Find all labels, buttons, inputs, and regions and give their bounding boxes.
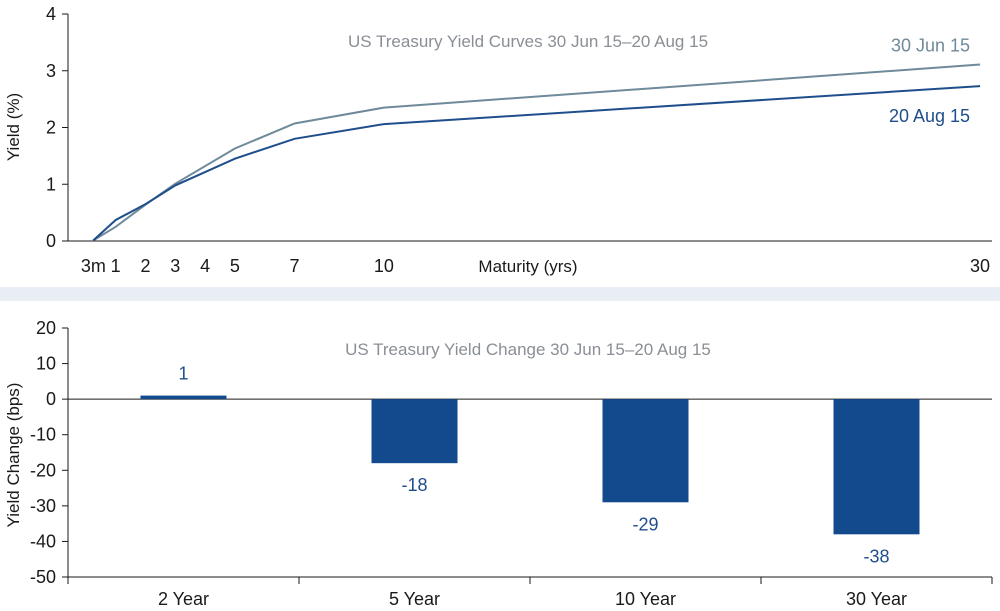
maturity-tick-label: 30 bbox=[970, 256, 990, 276]
maturity-tick-label: 1 bbox=[111, 256, 121, 276]
yield-change-tick-label: -50 bbox=[30, 567, 56, 587]
yield-change-axis-title: Yield Change (bps) bbox=[4, 383, 23, 528]
yield-change-tick-label: 20 bbox=[36, 318, 56, 338]
yield-change-tick-label: -30 bbox=[30, 496, 56, 516]
maturity-tick-label: 7 bbox=[290, 256, 300, 276]
category-label: 30 Year bbox=[846, 589, 907, 609]
yield-change-tick-label: -40 bbox=[30, 531, 56, 551]
category-label: 2 Year bbox=[158, 589, 209, 609]
yield-change-bar bbox=[140, 395, 227, 400]
maturity-tick-label: 10 bbox=[374, 256, 394, 276]
maturity-tick-label: 3m bbox=[81, 256, 106, 276]
yield-change-bar bbox=[602, 399, 689, 503]
yield-change-tick-label: -10 bbox=[30, 425, 56, 445]
yield-change-tick-label: 0 bbox=[46, 389, 56, 409]
category-label: 5 Year bbox=[389, 589, 440, 609]
yield-change-tick-label: 10 bbox=[36, 354, 56, 374]
yield-change-chart: US Treasury Yield Change 30 Jun 15–20 Au… bbox=[4, 318, 993, 609]
maturity-tick-label: 5 bbox=[230, 256, 240, 276]
yield-change-title: US Treasury Yield Change 30 Jun 15–20 Au… bbox=[345, 340, 711, 359]
bar-value-label: -38 bbox=[863, 546, 889, 566]
maturity-tick-label: 2 bbox=[140, 256, 150, 276]
yield-tick-label: 3 bbox=[46, 61, 56, 81]
bar-value-label: -29 bbox=[632, 514, 658, 534]
yield-change-tick-label: -20 bbox=[30, 460, 56, 480]
panel-divider bbox=[0, 287, 1000, 301]
yield-axis-title: Yield (%) bbox=[4, 93, 23, 161]
yield-tick-label: 2 bbox=[46, 118, 56, 138]
yield-curve-20-aug-line bbox=[92, 85, 981, 242]
category-label: 10 Year bbox=[615, 589, 676, 609]
yield-tick-label: 4 bbox=[46, 4, 56, 24]
bar-value-label: 1 bbox=[178, 364, 188, 384]
maturity-tick-label: 3 bbox=[170, 256, 180, 276]
legend-20-aug: 20 Aug 15 bbox=[889, 106, 970, 126]
maturity-tick-label: 4 bbox=[200, 256, 210, 276]
yield-curve-30-jun-line bbox=[92, 63, 981, 242]
yield-tick-label: 1 bbox=[46, 174, 56, 194]
yield-change-bar bbox=[371, 399, 458, 464]
legend-30-jun: 30 Jun 15 bbox=[891, 36, 970, 56]
maturity-axis-title: Maturity (yrs) bbox=[478, 257, 577, 276]
yield-curve-chart: US Treasury Yield Curves 30 Jun 15–20 Au… bbox=[4, 4, 992, 276]
yield-change-bar bbox=[833, 399, 920, 535]
yield-tick-label: 0 bbox=[46, 231, 56, 251]
bar-value-label: -18 bbox=[401, 475, 427, 495]
yield-curve-title: US Treasury Yield Curves 30 Jun 15–20 Au… bbox=[348, 32, 708, 51]
